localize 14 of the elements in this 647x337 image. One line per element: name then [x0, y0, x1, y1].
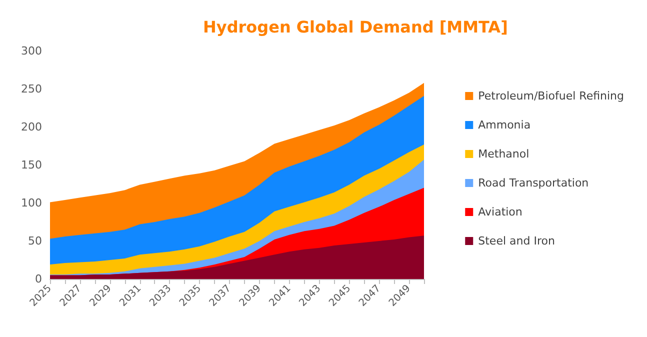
legend-label: Road Transportation [478, 176, 589, 190]
legend-label: Aviation [478, 206, 522, 218]
legend-label: Petroleum/Biofuel Refining [478, 90, 624, 102]
legend-label: Methanol [478, 148, 530, 160]
legend-label: Steel and Iron [478, 234, 555, 248]
legend-label: Ammonia [478, 118, 531, 132]
y-tick-label: 300 [21, 44, 42, 58]
y-tick-label: 150 [21, 158, 42, 172]
y-tick-label: 250 [21, 82, 42, 96]
chart-title: Hydrogen Global Demand [MMTA] [203, 18, 508, 36]
y-tick-label: 0 [35, 272, 42, 286]
y-tick-label: 200 [21, 120, 42, 134]
y-tick-label: 50 [28, 234, 42, 248]
y-tick-label: 100 [21, 196, 42, 210]
